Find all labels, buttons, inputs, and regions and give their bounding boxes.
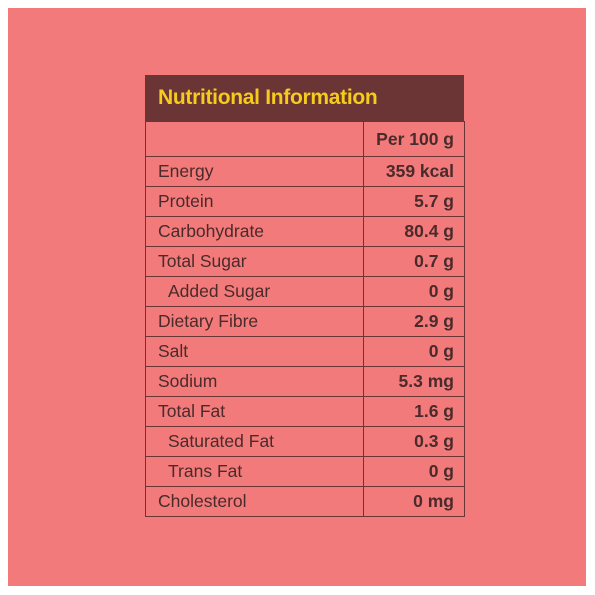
nutrient-value: 1.6 g: [363, 396, 465, 427]
table-row: Protein 5.7 g: [145, 186, 465, 217]
table-row: Energy 359 kcal: [145, 156, 465, 187]
table-row: Total Sugar 0.7 g: [145, 246, 465, 277]
nutrient-value: 0.7 g: [363, 246, 465, 277]
nutrient-name: Sodium: [145, 366, 364, 397]
nutrient-value: 5.3 mg: [363, 366, 465, 397]
table-row: Trans Fat 0 g: [145, 456, 465, 487]
background-frame: Nutritional Information Per 100 g Energy…: [8, 8, 586, 586]
nutrient-name: Cholesterol: [145, 486, 364, 517]
table-title: Nutritional Information: [158, 86, 378, 109]
table-row: Carbohydrate 80.4 g: [145, 216, 465, 247]
table-row: Saturated Fat 0.3 g: [145, 426, 465, 457]
nutrient-name: Total Sugar: [145, 246, 364, 277]
nutrient-value: 5.7 g: [363, 186, 465, 217]
column-header-per-100g: Per 100 g: [363, 121, 465, 157]
column-header-row: Per 100 g: [145, 121, 465, 157]
nutrient-name: Total Fat: [145, 396, 364, 427]
table-row: Cholesterol 0 mg: [145, 486, 465, 517]
nutrient-value: 0.3 g: [363, 426, 465, 457]
nutrient-value: 359 kcal: [363, 156, 465, 187]
table-header: Nutritional Information: [145, 75, 464, 121]
nutrient-name: Energy: [145, 156, 364, 187]
table-row: Total Fat 1.6 g: [145, 396, 465, 427]
table-row: Sodium 5.3 mg: [145, 366, 465, 397]
nutrition-table-panel: Nutritional Information Per 100 g Energy…: [145, 75, 465, 517]
nutrition-table: Per 100 g Energy 359 kcal Protein 5.7 g …: [145, 121, 465, 517]
nutrient-name: Dietary Fibre: [145, 306, 364, 337]
nutrient-name: Salt: [145, 336, 364, 367]
nutrient-name: Saturated Fat: [145, 426, 364, 457]
table-row: Dietary Fibre 2.9 g: [145, 306, 465, 337]
nutrient-name: Trans Fat: [145, 456, 364, 487]
nutrient-value: 0 mg: [363, 486, 465, 517]
nutrient-name: Added Sugar: [145, 276, 364, 307]
nutrient-value: 0 g: [363, 336, 465, 367]
nutrient-value: 2.9 g: [363, 306, 465, 337]
table-row: Salt 0 g: [145, 336, 465, 367]
nutrient-name: Carbohydrate: [145, 216, 364, 247]
table-row: Added Sugar 0 g: [145, 276, 465, 307]
nutrient-value: 0 g: [363, 276, 465, 307]
column-header-nutrient: [145, 121, 364, 157]
nutrient-value: 80.4 g: [363, 216, 465, 247]
nutrient-name: Protein: [145, 186, 364, 217]
nutrient-value: 0 g: [363, 456, 465, 487]
